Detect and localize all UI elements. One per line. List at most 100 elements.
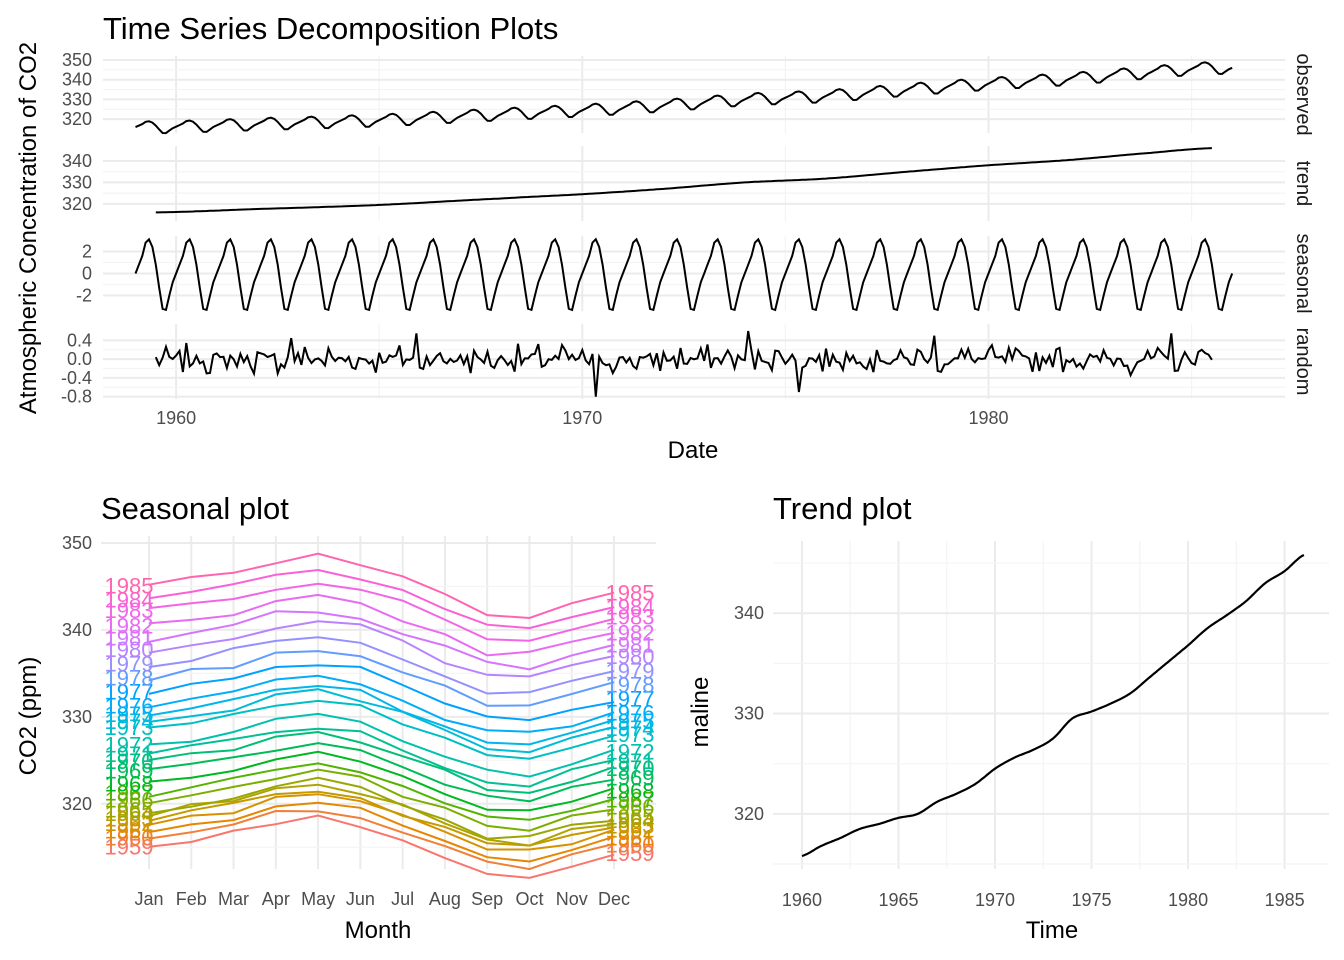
trend-y-tick-label: 320 [734, 804, 764, 824]
trend-series [801, 554, 1305, 858]
seasonal-year-label-right: 1960 [606, 833, 655, 858]
seasonal-y-tick-label: 320 [62, 794, 92, 814]
seasonal-year-label-right: 1983 [606, 605, 655, 630]
seasonal-year-label-left: 1981 [105, 626, 154, 651]
decomposition-y-axis-title: Atmospheric Concentration of CO2 [15, 42, 42, 414]
seasonal-line-1976 [148, 674, 615, 733]
seasonal-year-label-right: 1962 [606, 818, 655, 843]
seasonal-line-1972 [148, 712, 615, 778]
seasonal-year-label-left: 1973 [105, 715, 154, 740]
seasonal-year-label-right: 1977 [606, 686, 655, 711]
seasonal-year-label-left: 1965 [105, 798, 154, 823]
trend-strip-label: trend [1292, 161, 1314, 207]
seasonal-x-tick-label: Jun [346, 889, 375, 909]
seasonal-year-label-left: 1960 [105, 826, 154, 851]
seasonal-year-label-left: 1962 [105, 811, 154, 836]
observed-y-tick-label: 350 [62, 50, 92, 70]
seasonal-year-label-right: 1976 [606, 700, 655, 725]
seasonal-y-tick-label: 2 [82, 241, 92, 261]
seasonal-year-label-right: 1972 [606, 739, 655, 764]
trend-x-tick-label: 1965 [878, 890, 918, 910]
seasonal-line-1960 [148, 809, 615, 871]
seasonal-line-1984 [148, 568, 615, 630]
seasonal-year-label-right: 1979 [606, 659, 655, 684]
seasonal-year-label-left: 1967 [105, 780, 154, 805]
decomposition-chart: Time Series Decomposition Plots 32033034… [15, 11, 1314, 464]
seasonal-year-label-left: 1964 [105, 801, 154, 826]
seasonal-year-label-left: 1971 [105, 742, 154, 767]
trend-line [801, 554, 1305, 858]
seasonal-line-1964 [148, 783, 615, 847]
seasonal-x-tick-label: Sep [471, 889, 503, 909]
seasonal-line-1975 [148, 684, 615, 746]
seasonal-year-label-right: 1970 [606, 756, 655, 781]
seasonal-line-1980 [148, 620, 615, 678]
seasonal-line-1966 [148, 768, 615, 832]
seasonal-line-1974 [148, 688, 615, 754]
seasonal-year-label-left: 1984 [105, 587, 154, 612]
seasonal-x-tick-label: Aug [429, 889, 461, 909]
seasonal-line-1977 [148, 664, 615, 722]
decomposition-series [134, 61, 1234, 397]
trend-x-axis-title: Time [1026, 917, 1078, 944]
decomposition-x-axis-title: Date [668, 437, 719, 464]
seasonal-year-label-right: 1985 [606, 580, 655, 605]
seasonal-tick-labels: 320 330 340 350 Jan Feb Mar Apr May Jun Jul Aug Sep O… [62, 533, 630, 909]
seasonal-line-1985 [148, 552, 615, 620]
seasonal-x-tick-label: Jul [391, 889, 414, 909]
seasonal-year-label-right: 1978 [606, 673, 655, 698]
trend-y-tick-label: 340 [734, 603, 764, 623]
seasonal-year-label-left: 1966 [105, 787, 154, 812]
decomposition-x-tick-label: 1960 [156, 408, 196, 428]
seasonal-line-1978 [148, 650, 615, 707]
seasonal-year-label-left: 1983 [105, 598, 154, 623]
trend-title: Trend plot [773, 491, 912, 526]
trend-chart: Trend plot 1960 1965 1970 1975 1980 1985 320 33… [687, 491, 1329, 944]
seasonal-year-label-right: 1961 [606, 826, 655, 851]
trend-y-tick-label: 340 [62, 151, 92, 171]
trend-line [155, 147, 1212, 214]
seasonal-x-tick-label: Feb [176, 889, 207, 909]
seasonal-x-tick-label: May [301, 889, 335, 909]
decomposition-x-tick-label: 1970 [562, 408, 602, 428]
seasonal-x-tick-label: Jan [134, 889, 163, 909]
trend-x-tick-label: 1970 [975, 890, 1015, 910]
observed-y-tick-label: 320 [62, 109, 92, 129]
trend-y-tick-label: 330 [734, 704, 764, 724]
observed-y-tick-label: 340 [62, 70, 92, 90]
seasonal-year-label-left: 1980 [105, 637, 154, 662]
seasonal-line-1969 [148, 742, 615, 803]
seasonal-year-label-left: 1974 [105, 709, 154, 734]
trend-y-tick-label: 320 [62, 194, 92, 214]
seasonal-year-label-left: 1978 [105, 666, 154, 691]
seasonal-year-label-right: 1982 [606, 620, 655, 645]
seasonal-series [148, 552, 615, 879]
seasonal-y-tick-label: 330 [62, 707, 92, 727]
decomposition-gridlines [103, 56, 1285, 399]
seasonal-x-tick-label: Dec [598, 889, 630, 909]
seasonal-line-1981 [148, 610, 615, 671]
seasonal-year-label-left: 1972 [105, 733, 154, 758]
seasonal-x-tick-label: Apr [262, 889, 290, 909]
trend-y-tick-label: 330 [62, 172, 92, 192]
seasonal-year-label-right: 1975 [606, 709, 655, 734]
seasonal-year-label-left: 1970 [105, 749, 154, 774]
trend-y-axis-title: maline [687, 677, 714, 748]
seasonal-year-label-right: 1968 [606, 779, 655, 804]
random-y-tick-label: 0.0 [67, 349, 92, 369]
observed-strip-label: observed [1292, 53, 1314, 135]
decomposition-tick-labels: 320330340350320330340-202-0.8-0.40.00.41… [61, 50, 1009, 428]
decomposition-x-tick-label: 1980 [968, 408, 1008, 428]
seasonal-line-1983 [148, 582, 615, 642]
decomposition-strip-labels: observed trend seasonal random [1292, 53, 1314, 395]
seasonal-line [134, 237, 1234, 312]
seasonal-line-1965 [148, 776, 615, 840]
seasonal-year-label-right: 1981 [606, 633, 655, 658]
seasonal-line-1973 [148, 699, 615, 760]
seasonal-line-1968 [148, 750, 615, 812]
seasonal-year-label-right: 1964 [606, 808, 655, 833]
trend-gridlines [773, 541, 1329, 869]
seasonal-year-label-left: 1963 [105, 806, 154, 831]
seasonal-year-label-left: 1968 [105, 772, 154, 797]
